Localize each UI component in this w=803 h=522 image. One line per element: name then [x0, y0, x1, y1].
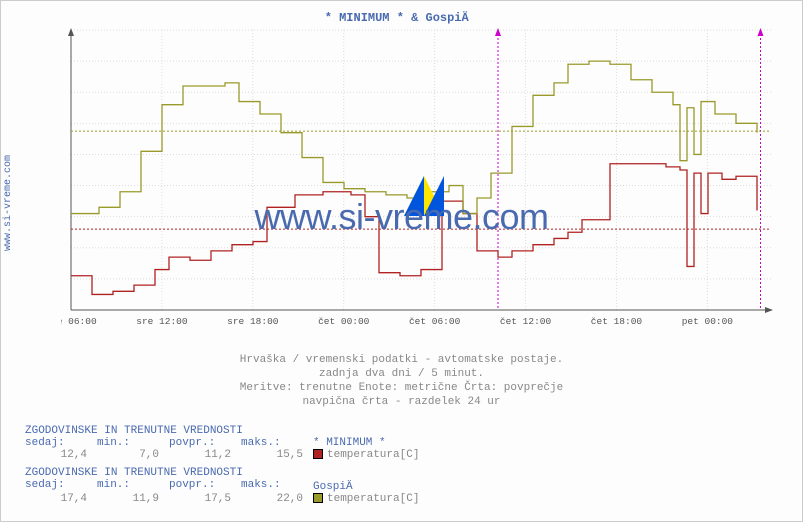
col-h: sedaj: [25, 437, 97, 449]
caption-line-1: Hrvaška / vremenski podatki - avtomatske… [1, 353, 802, 367]
chart-title: * MINIMUM * & GospiÄ [1, 9, 802, 25]
col-h: povpr.: [169, 479, 241, 493]
caption-line-2: zadnja dva dni / 5 minut. [1, 367, 802, 381]
caption-line-4: navpična črta - razdelek 24 ur [1, 395, 802, 409]
table-header: ZGODOVINSKE IN TRENUTNE VREDNOSTI [25, 467, 785, 479]
col-h: min.: [97, 479, 169, 493]
table-header: ZGODOVINSKE IN TRENUTNE VREDNOSTI [25, 425, 785, 437]
svg-text:čet 18:00: čet 18:00 [591, 316, 643, 327]
svg-text:čet 00:00: čet 00:00 [318, 316, 370, 327]
stat-val: 17,5 [169, 493, 241, 505]
caption-line-3: Meritve: trenutne Enote: metrične Črta: … [1, 381, 802, 395]
stats-tables: ZGODOVINSKE IN TRENUTNE VREDNOSTI sedaj:… [25, 421, 785, 505]
legend-swatch-icon [313, 493, 323, 503]
chart-caption: Hrvaška / vremenski podatki - avtomatske… [1, 353, 802, 409]
legend-label: * MINIMUM * [313, 437, 386, 449]
legend-swatch-icon [313, 449, 323, 459]
stat-val: 7,0 [97, 449, 169, 461]
legend-label: GospiÄ [313, 479, 361, 493]
legend-sub: temperatura[C] [327, 493, 419, 505]
svg-text:pet 00:00: pet 00:00 [682, 316, 734, 327]
svg-text:sre 12:00: sre 12:00 [136, 316, 188, 327]
watermark-icon [404, 176, 444, 216]
svg-text:sre 06:00: sre 06:00 [61, 316, 97, 327]
col-h: maks.: [241, 437, 313, 449]
stat-val: 22,0 [241, 493, 313, 505]
col-h: povpr.: [169, 437, 241, 449]
table-0: ZGODOVINSKE IN TRENUTNE VREDNOSTI sedaj:… [25, 425, 785, 461]
svg-text:čet 12:00: čet 12:00 [500, 316, 552, 327]
stat-val: 11,9 [97, 493, 169, 505]
table-1: ZGODOVINSKE IN TRENUTNE VREDNOSTI sedaj:… [25, 467, 785, 505]
stat-val: 11,2 [169, 449, 241, 461]
svg-text:čet 06:00: čet 06:00 [409, 316, 461, 327]
stat-val: 12,4 [25, 449, 97, 461]
stat-val: 15,5 [241, 449, 313, 461]
legend-entry: temperatura[C] [313, 449, 419, 461]
col-h: sedaj: [25, 479, 97, 493]
stat-val: 17,4 [25, 493, 97, 505]
legend-entry: temperatura[C] [313, 493, 419, 505]
site-side-label: www.si-vreme.com [3, 155, 14, 251]
legend-sub: temperatura[C] [327, 449, 419, 461]
col-h: min.: [97, 437, 169, 449]
svg-text:sre 18:00: sre 18:00 [227, 316, 279, 327]
col-h: maks.: [241, 479, 313, 493]
